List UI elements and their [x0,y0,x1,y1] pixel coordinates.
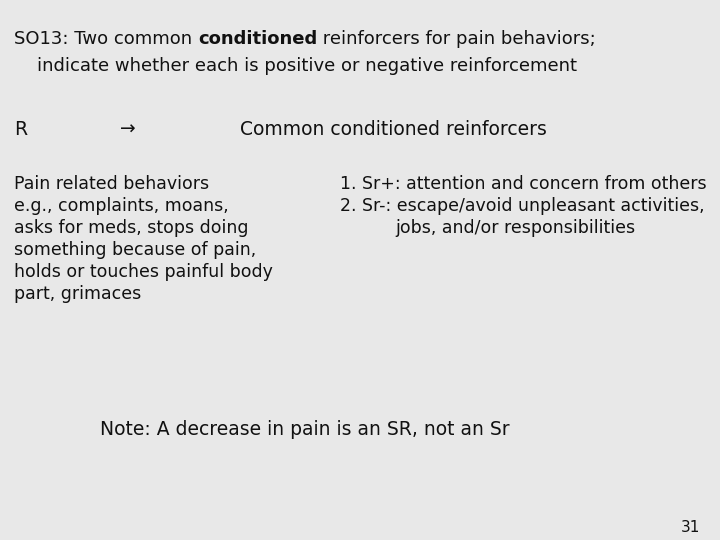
Text: Note: A decrease in pain is an SR, not an Sr: Note: A decrease in pain is an SR, not a… [100,420,510,439]
Text: SO13: Two common: SO13: Two common [14,30,198,48]
Text: indicate whether each is positive or negative reinforcement: indicate whether each is positive or neg… [14,57,577,75]
Text: conditioned: conditioned [198,30,317,48]
Text: 31: 31 [680,520,700,535]
Text: asks for meds, stops doing: asks for meds, stops doing [14,219,248,237]
Text: Common conditioned reinforcers: Common conditioned reinforcers [240,120,547,139]
Text: reinforcers for pain behaviors;: reinforcers for pain behaviors; [317,30,596,48]
Text: something because of pain,: something because of pain, [14,241,256,259]
Text: 2. Sr-: escape/avoid unpleasant activities,: 2. Sr-: escape/avoid unpleasant activiti… [340,197,705,215]
Text: R: R [14,120,27,139]
Text: →: → [120,120,136,139]
Text: holds or touches painful body: holds or touches painful body [14,263,273,281]
Text: e.g., complaints, moans,: e.g., complaints, moans, [14,197,229,215]
Text: jobs, and/or responsibilities: jobs, and/or responsibilities [395,219,635,237]
Text: Pain related behaviors: Pain related behaviors [14,175,209,193]
Text: part, grimaces: part, grimaces [14,285,141,303]
Text: 1. Sr+: attention and concern from others: 1. Sr+: attention and concern from other… [340,175,706,193]
